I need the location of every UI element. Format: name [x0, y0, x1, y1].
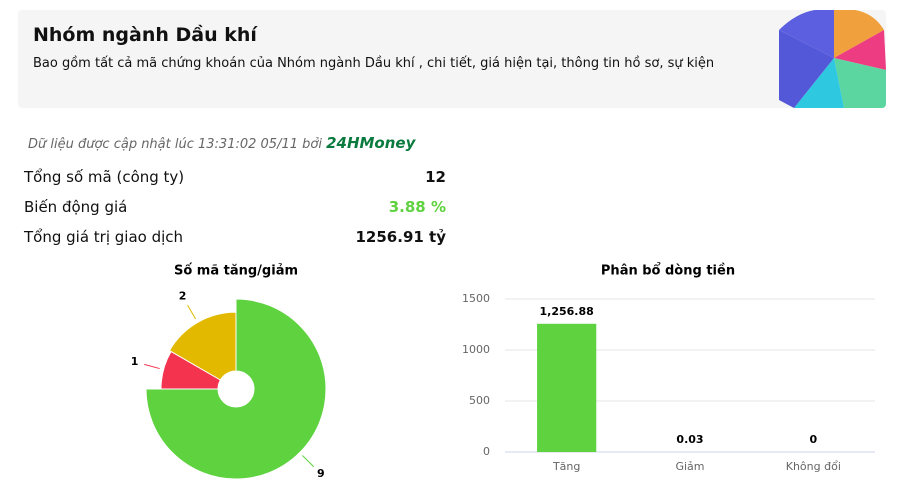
stat-label: Tổng số mã (công ty): [24, 168, 185, 186]
stat-row: Tổng số mã (công ty) 12: [24, 168, 446, 186]
label-connector: [144, 363, 160, 370]
chart-title: Số mã tăng/giảm: [174, 264, 298, 279]
data-label: 1: [131, 355, 139, 368]
data-label: 2: [179, 289, 187, 302]
y-tick-label: 0: [483, 445, 490, 458]
y-tick-label: 1500: [462, 292, 490, 305]
x-tick-label: Giảm: [675, 460, 704, 473]
y-tick-label: 500: [469, 394, 490, 407]
pie-slice: [145, 298, 327, 480]
data-label: 0.03: [676, 433, 703, 446]
stat-label: Tổng giá trị giao dịch: [24, 228, 184, 246]
update-info: Dữ liệu được cập nhật lúc 13:31:02 05/11…: [28, 134, 415, 152]
y-tick-label: 1000: [462, 343, 490, 356]
header: Nhóm ngành Dầu khí Bao gồm tất cả mã chứ…: [18, 10, 886, 108]
stat-value: 3.88 %: [388, 198, 446, 216]
source: 24HMoney: [326, 134, 416, 152]
stat-value: 1256.91 tỷ: [355, 228, 447, 246]
stat-label: Biến động giá: [24, 198, 128, 216]
stat-value: 12: [425, 168, 446, 186]
header-illustration: [779, 10, 886, 108]
data-label: 9: [317, 467, 325, 480]
bar: [537, 323, 597, 452]
data-label: 1,256.88: [540, 305, 594, 318]
x-tick-label: Không đổi: [786, 460, 841, 473]
x-tick-label: Tăng: [552, 460, 580, 473]
data-label: 0: [810, 433, 818, 446]
label-connector: [302, 455, 315, 468]
chart-title: Phân bổ dòng tiền: [601, 263, 735, 279]
stat-row: Tổng giá trị giao dịch 1256.91 tỷ: [24, 228, 446, 246]
label-connector: [187, 304, 196, 320]
pie-slice: [168, 311, 237, 381]
page-title: Nhóm ngành Dầu khí: [33, 24, 257, 46]
stat-row: Biến động giá 3.88 %: [24, 198, 446, 216]
page-description: Bao gồm tất cả mã chứng khoán của Nhóm n…: [33, 56, 715, 71]
update-text: Dữ liệu được cập nhật lúc 13:31:02 05/11…: [28, 137, 322, 152]
